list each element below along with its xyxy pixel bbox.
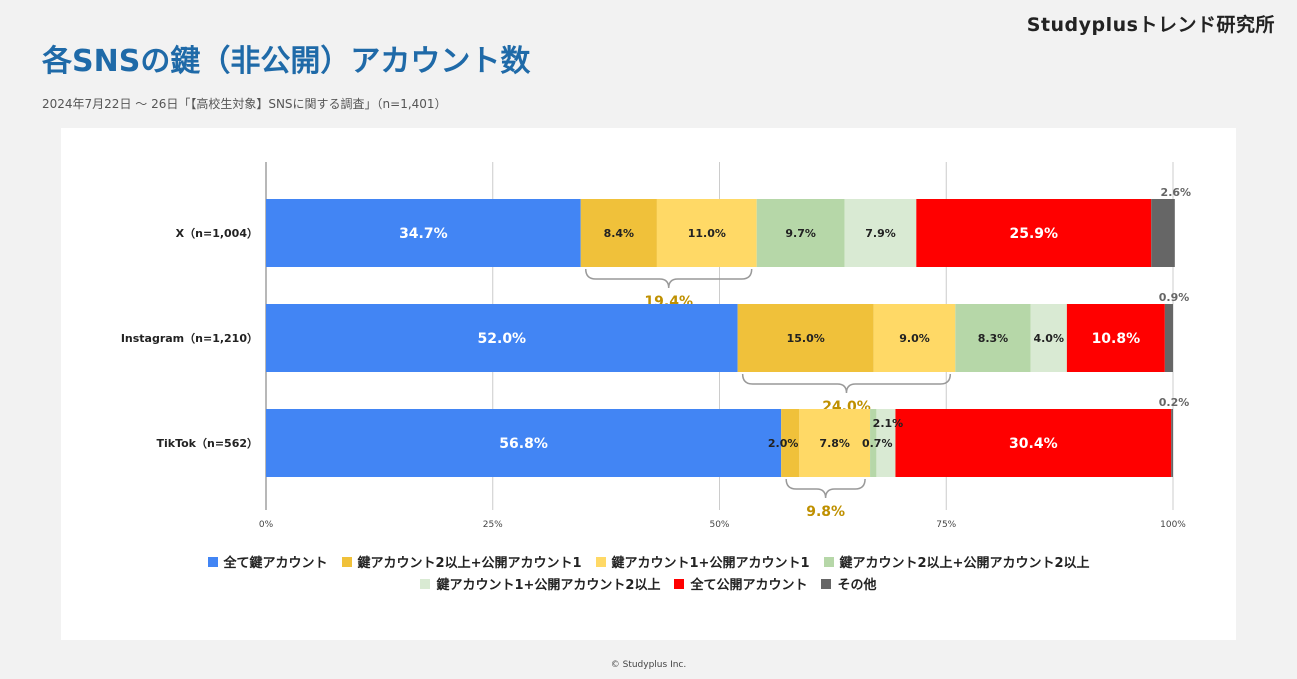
data-label: 30.4% <box>1009 436 1058 452</box>
legend-item: 鍵アカウント1+公開アカウント1 <box>595 552 810 571</box>
bar-segment <box>1171 409 1173 477</box>
data-label: 8.3% <box>978 332 1009 345</box>
legend-swatch <box>823 556 834 567</box>
bar-segment <box>1164 304 1173 372</box>
legend-row-1: 全て鍵アカウント 鍵アカウント2以上+公開アカウント1 鍵アカウント1+公開アカウン… <box>61 552 1236 571</box>
bar-segment <box>266 304 738 372</box>
bar-segment <box>1030 304 1067 372</box>
brand-logo: Studyplusトレンド研究所 <box>1026 14 1275 36</box>
data-label: 7.8% <box>819 437 850 450</box>
data-label: 4.0% <box>1033 332 1064 345</box>
bar-segment <box>266 199 581 267</box>
bar-segment <box>737 304 874 372</box>
bar-segment <box>916 199 1152 267</box>
chart-panel: 0% 25% 50% 75% 100% X（n=1,004） 34.7% 8.4% 11.0% 9… <box>61 128 1236 640</box>
data-label: 34.7% <box>399 226 448 242</box>
legend-swatch <box>821 578 832 589</box>
legend-swatch <box>595 556 606 567</box>
legend-swatch <box>207 556 218 567</box>
bar-segment <box>873 304 956 372</box>
legend-label: 鍵アカウント1+公開アカウント2以上 <box>436 578 661 593</box>
stacked-bar-chart: 0% 25% 50% 75% 100% X（n=1,004） 34.7% 8.4% 11.0% 9… <box>121 162 1192 530</box>
page-title: 各SNSの鍵（非公開）アカウント数 <box>42 44 531 79</box>
bar-segment <box>781 409 800 477</box>
legend-label: その他 <box>837 578 877 593</box>
bracket-total-label: 9.8% <box>806 504 845 520</box>
data-label: 8.4% <box>604 227 635 240</box>
bracket <box>741 373 952 394</box>
data-label: 56.8% <box>499 436 548 452</box>
data-label: 0.2% <box>1159 396 1190 409</box>
data-label: 11.0% <box>688 227 726 240</box>
bar-segment <box>876 409 896 477</box>
legend-item: 鍵アカウント2以上+公開アカウント1 <box>341 552 582 571</box>
legend-swatch <box>420 578 431 589</box>
legend-item: 全て鍵アカウント <box>207 552 328 571</box>
data-label: 25.9% <box>1009 226 1058 242</box>
bar-segment <box>1066 304 1165 372</box>
bracket <box>785 478 866 499</box>
legend-item: 全て公開アカウント <box>674 574 807 593</box>
bar-segment <box>756 199 845 267</box>
data-label: 0.7% <box>862 437 893 450</box>
legend-item: 鍵アカウント2以上+公開アカウント2以上 <box>823 552 1090 571</box>
bar-segment <box>1151 199 1175 267</box>
bar-segment <box>580 199 657 267</box>
data-label: 7.9% <box>865 227 896 240</box>
legend-item: 鍵アカウント1+公開アカウント2以上 <box>420 574 660 593</box>
data-label: 52.0% <box>478 331 527 347</box>
copyright: © Studyplus Inc. <box>610 660 687 670</box>
x-tick-label: 25% <box>483 520 503 530</box>
bar-segment <box>799 409 871 477</box>
survey-subtitle: 2024年7月22日 〜 26日「【高校生対象】SNSに関する調査」（n=1,4… <box>42 97 447 111</box>
data-label: 2.1% <box>873 417 904 430</box>
bar-segment <box>656 199 757 267</box>
data-label: 15.0% <box>787 332 825 345</box>
data-label: 10.8% <box>1092 331 1141 347</box>
category-label: TikTok（n=562） <box>156 437 258 450</box>
bracket <box>584 268 753 289</box>
legend-swatch <box>341 556 352 567</box>
legend-label: 全て鍵アカウント <box>223 556 328 571</box>
legend-label: 鍵アカウント1+公開アカウント1 <box>611 556 810 571</box>
data-label: 2.0% <box>768 437 799 450</box>
data-label: 0.9% <box>1159 291 1190 304</box>
bar-segment <box>955 304 1031 372</box>
data-label: 2.6% <box>1161 186 1192 199</box>
bar-segment <box>895 409 1172 477</box>
legend-swatch <box>674 578 685 589</box>
x-tick-label: 100% <box>1160 520 1186 530</box>
x-tick-label: 75% <box>936 520 956 530</box>
data-label: 9.7% <box>785 227 816 240</box>
legend-label: 全て公開アカウント <box>690 578 808 593</box>
bar-segment <box>870 409 877 477</box>
legend-item: その他 <box>821 574 877 593</box>
category-label: X（n=1,004） <box>176 227 258 240</box>
legend-label: 鍵アカウント2以上+公開アカウント1 <box>357 556 582 571</box>
legend-row-2: 鍵アカウント1+公開アカウント2以上 全て公開アカウント その他 <box>61 574 1236 593</box>
x-tick-label: 0% <box>259 520 274 530</box>
bar-segment <box>844 199 917 267</box>
data-label: 9.0% <box>899 332 930 345</box>
legend-label: 鍵アカウント2以上+公開アカウント2以上 <box>839 556 1090 571</box>
category-label: Instagram（n=1,210） <box>121 332 258 345</box>
x-tick-label: 50% <box>709 520 729 530</box>
bar-segment <box>266 409 782 477</box>
